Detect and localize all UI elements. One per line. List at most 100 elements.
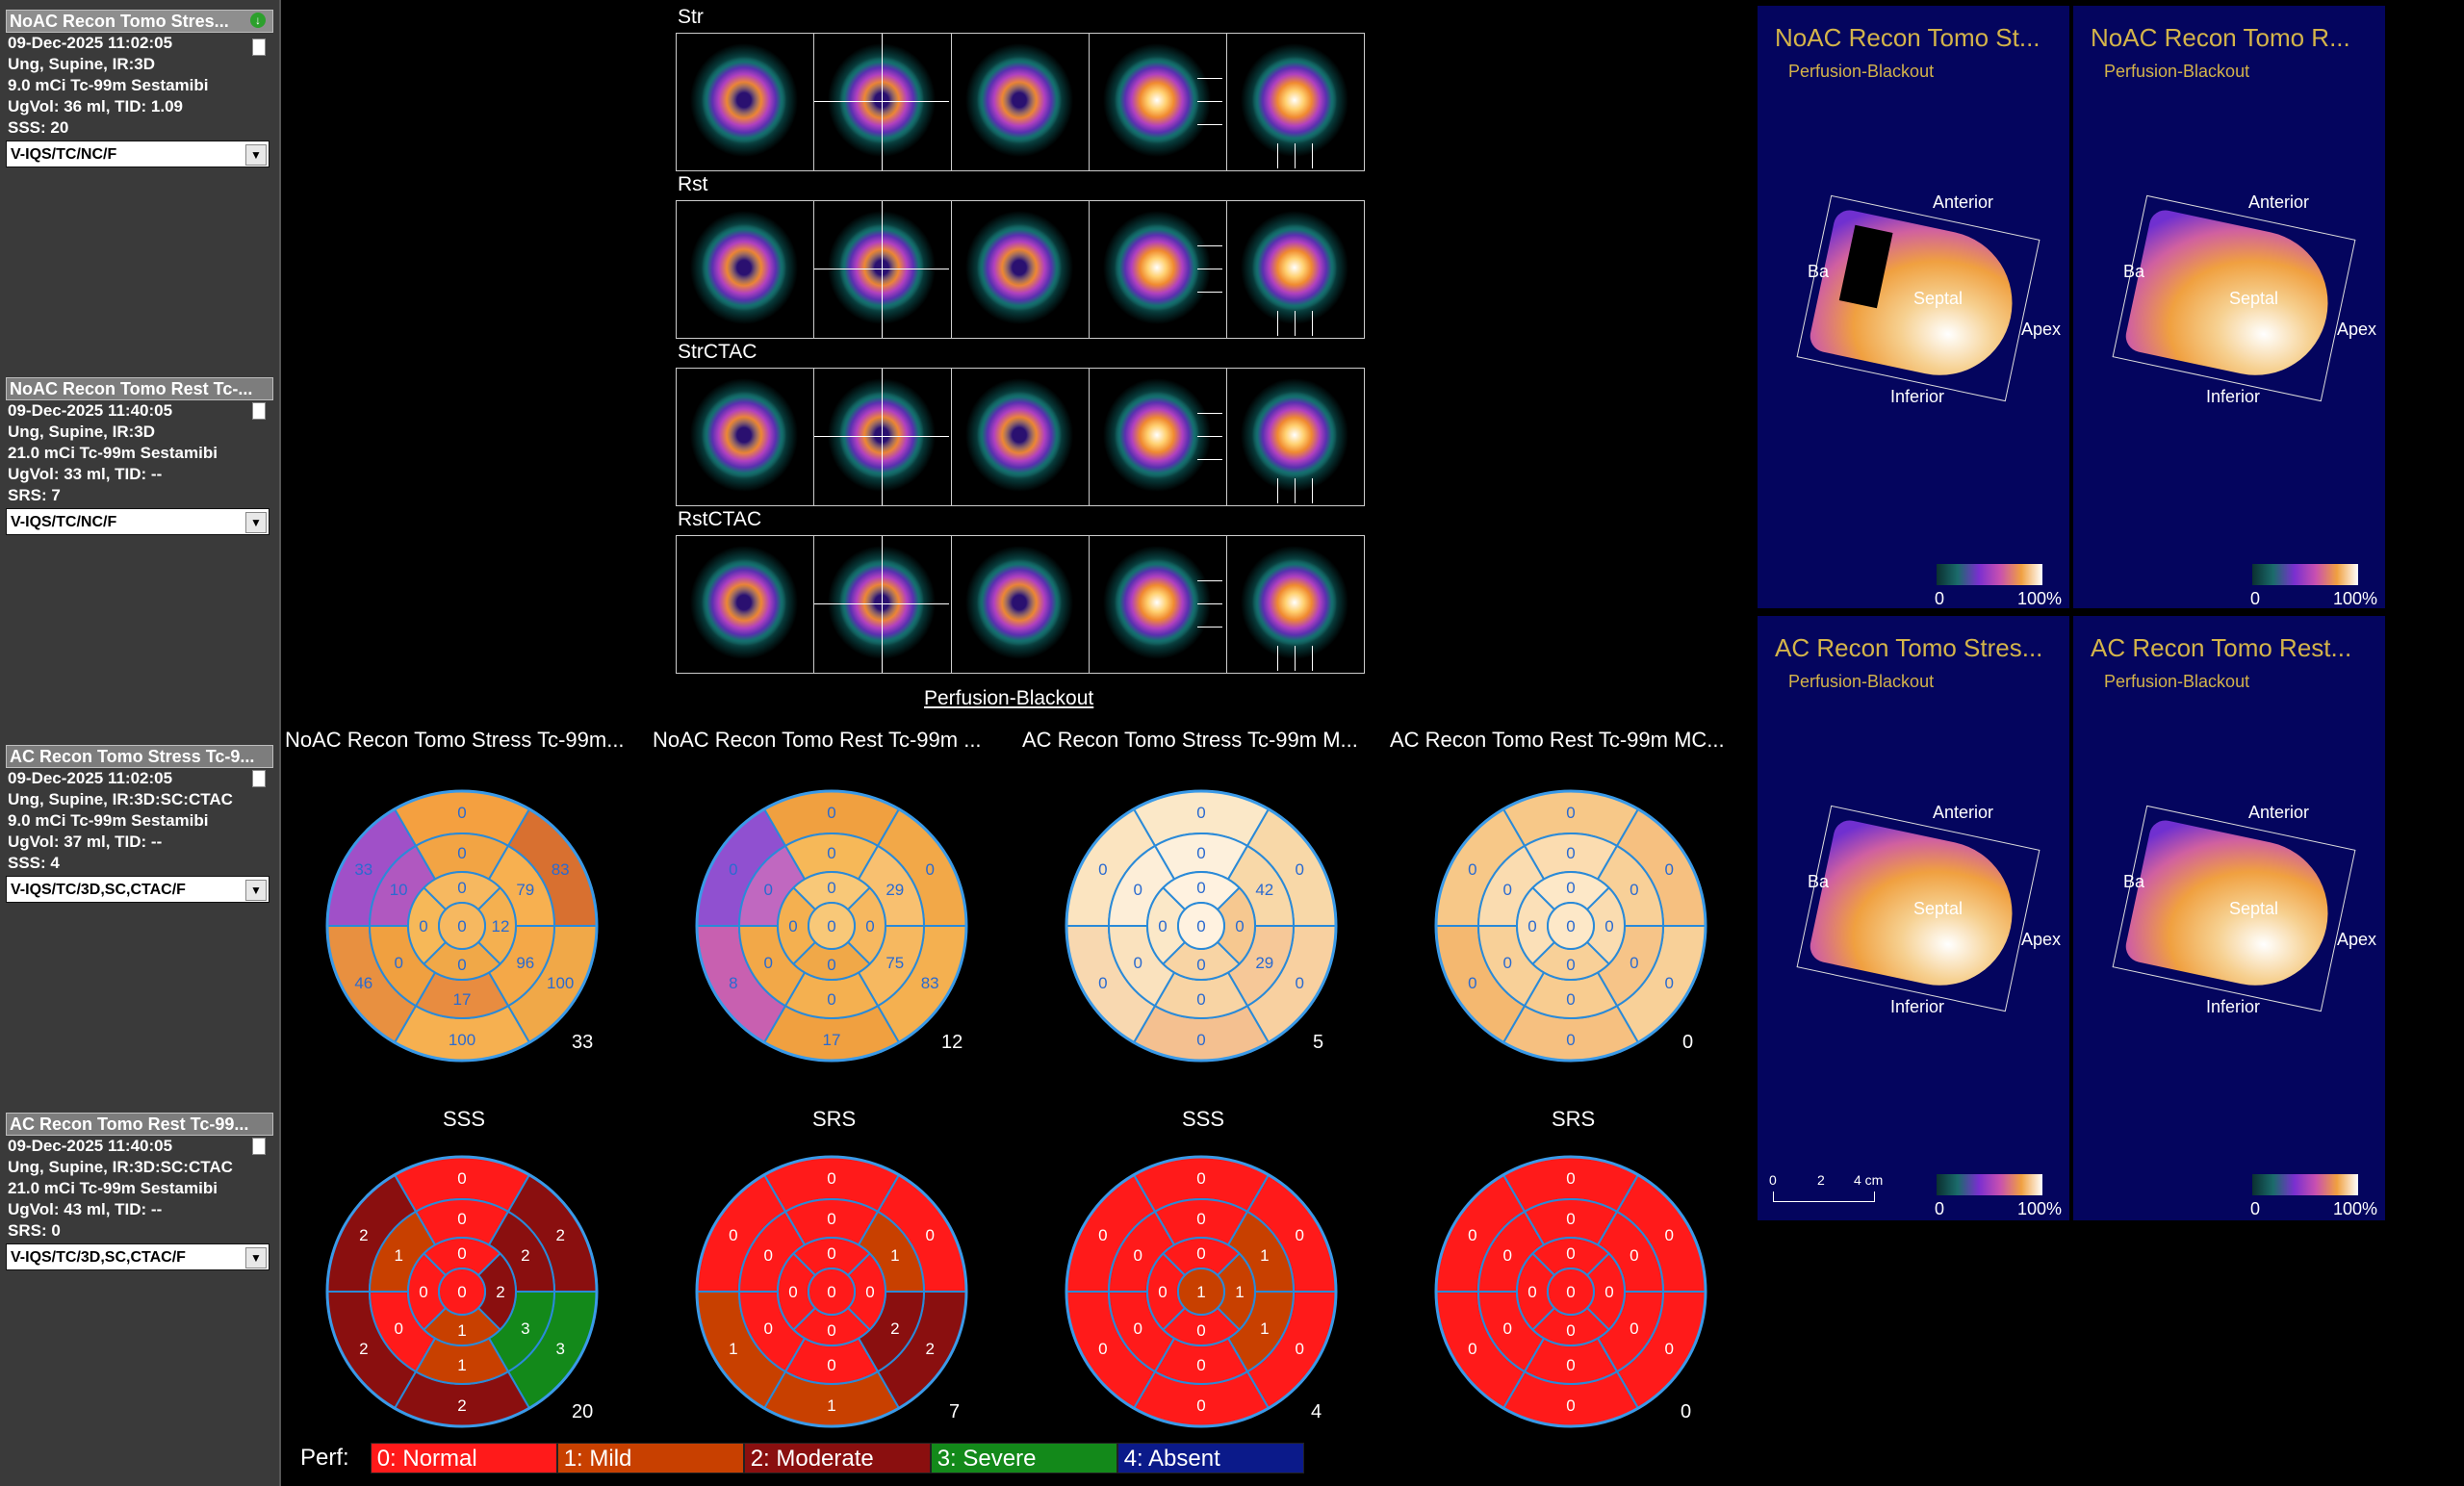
score-apex-value: 0: [1566, 1283, 1575, 1301]
study-item[interactable]: AC Recon Tomo Rest Tc-99... 09-Dec-2025 …: [6, 1113, 273, 1270]
slice-row-stress-ctac[interactable]: [676, 368, 1365, 506]
slice-marker: [1197, 101, 1222, 102]
slice-marker: [1197, 603, 1222, 604]
slice-caption[interactable]: Perfusion-Blackout: [924, 687, 1094, 709]
slice-image[interactable]: [1090, 369, 1227, 505]
polar-value: 0: [1527, 917, 1536, 935]
score-value: 1: [729, 1340, 737, 1358]
polar-value: 0: [1133, 881, 1142, 899]
slice-marker: [1277, 478, 1278, 503]
score-value: 0: [827, 1169, 835, 1188]
slice-row-rest-ctac[interactable]: [676, 535, 1365, 674]
document-icon[interactable]: [252, 402, 266, 420]
score-value: 0: [1566, 1356, 1575, 1374]
orientation-base: Ba: [2123, 262, 2145, 281]
slice-image[interactable]: [1227, 34, 1364, 170]
study-title[interactable]: NoAC Recon Tomo Stres...: [6, 10, 273, 33]
panel-3d-title: AC Recon Tomo Stres...: [1775, 633, 2043, 662]
study-list-panel: NoAC Recon Tomo Stres... ↓ 09-Dec-2025 1…: [0, 0, 281, 1486]
study-score: SRS: 0: [8, 1221, 61, 1240]
polar-map-label: AC Recon Tomo Stress Tc-99m M...: [1022, 728, 1358, 752]
chevron-down-icon[interactable]: ▼: [245, 144, 267, 166]
protocol-select[interactable]: V-IQS/TC/3D,SC,CTAC/F ▼: [6, 876, 270, 903]
chevron-down-icon[interactable]: ▼: [245, 1247, 267, 1268]
slice-image[interactable]: [677, 34, 814, 170]
score-map-label: SSS: [1182, 1107, 1225, 1131]
protocol-select[interactable]: V-IQS/TC/3D,SC,CTAC/F ▼: [6, 1243, 270, 1270]
slice-marker: [1197, 627, 1222, 628]
polar-value: 0: [1664, 860, 1673, 879]
slice-image[interactable]: [952, 201, 1090, 338]
slice-image[interactable]: [1090, 34, 1227, 170]
chevron-down-icon[interactable]: ▼: [245, 512, 267, 533]
slice-image[interactable]: [952, 536, 1090, 673]
legend-normal: 0: Normal: [370, 1443, 557, 1473]
color-scale-min: 0: [1935, 589, 1945, 608]
study-volume: UgVol: 36 ml, TID: 1.09: [8, 97, 184, 115]
polar-outline: [325, 789, 599, 1063]
panel-3d-noac-stress[interactable]: NoAC Recon Tomo St... Perfusion-Blackout…: [1758, 6, 2069, 608]
slice-marker: [1197, 580, 1222, 581]
score-value: 0: [1196, 1169, 1205, 1188]
chevron-down-icon[interactable]: ▼: [245, 880, 267, 901]
study-date: 09-Dec-2025 11:40:05: [8, 401, 173, 420]
panel-3d-ac-stress[interactable]: AC Recon Tomo Stres... Perfusion-Blackou…: [1758, 616, 2069, 1220]
document-icon[interactable]: [252, 770, 266, 787]
slice-image[interactable]: [814, 369, 952, 505]
slice-image[interactable]: [1090, 536, 1227, 673]
slice-image[interactable]: [1227, 536, 1364, 673]
protocol-select[interactable]: V-IQS/TC/NC/F ▼: [6, 141, 270, 167]
slice-row-label: Str: [678, 6, 704, 28]
polar-value: 33: [354, 860, 372, 879]
study-title[interactable]: AC Recon Tomo Rest Tc-99...: [6, 1113, 273, 1136]
slice-image[interactable]: [814, 34, 952, 170]
polar-value: 0: [865, 917, 874, 935]
protocol-select[interactable]: V-IQS/TC/NC/F ▼: [6, 508, 270, 535]
slice-row-stress[interactable]: [676, 33, 1365, 171]
study-item[interactable]: NoAC Recon Tomo Rest Tc-... 09-Dec-2025 …: [6, 377, 273, 535]
score-value: 1: [457, 1321, 466, 1340]
slice-image[interactable]: [677, 369, 814, 505]
slice-row-rest[interactable]: [676, 200, 1365, 339]
study-title[interactable]: AC Recon Tomo Stress Tc-9...: [6, 745, 273, 768]
score-value: 0: [1630, 1246, 1638, 1265]
orientation-inferior: Inferior: [1890, 387, 1945, 406]
slice-image[interactable]: [1227, 201, 1364, 338]
slice-image[interactable]: [952, 369, 1090, 505]
document-icon[interactable]: [252, 38, 266, 56]
study-item[interactable]: AC Recon Tomo Stress Tc-9... 09-Dec-2025…: [6, 745, 273, 903]
polar-value: 79: [516, 881, 534, 899]
protocol-value: V-IQS/TC/NC/F: [11, 146, 117, 163]
slice-image[interactable]: [814, 536, 952, 673]
study-title[interactable]: NoAC Recon Tomo Rest Tc-...: [6, 377, 273, 400]
panel-3d-subtitle: Perfusion-Blackout: [1788, 62, 1935, 81]
slice-image[interactable]: [814, 201, 952, 338]
polar-value: 17: [453, 990, 472, 1009]
panel-3d-ac-rest[interactable]: AC Recon Tomo Rest... Perfusion-Blackout…: [2073, 616, 2385, 1220]
polar-outline: [695, 789, 968, 1063]
slice-image[interactable]: [1090, 201, 1227, 338]
document-icon[interactable]: [252, 1138, 266, 1155]
slice-image[interactable]: [677, 201, 814, 338]
polar-value: 0: [1502, 881, 1511, 899]
study-params: Ung, Supine, IR:3D: [8, 55, 155, 73]
polar-apex: [1547, 902, 1595, 950]
study-params: Ung, Supine, IR:3D: [8, 423, 155, 441]
score-outline: [1065, 1155, 1338, 1428]
slice-image[interactable]: [952, 34, 1090, 170]
study-item[interactable]: NoAC Recon Tomo Stres... ↓ 09-Dec-2025 1…: [6, 10, 273, 167]
score-value: 0: [865, 1283, 874, 1301]
slice-image[interactable]: [1227, 369, 1364, 505]
panel-3d-noac-rest[interactable]: NoAC Recon Tomo R... Perfusion-Blackout …: [2073, 6, 2385, 608]
slice-image[interactable]: [677, 536, 814, 673]
download-icon[interactable]: ↓: [250, 13, 266, 28]
polar-map-label: NoAC Recon Tomo Stress Tc-99m...: [285, 728, 625, 752]
